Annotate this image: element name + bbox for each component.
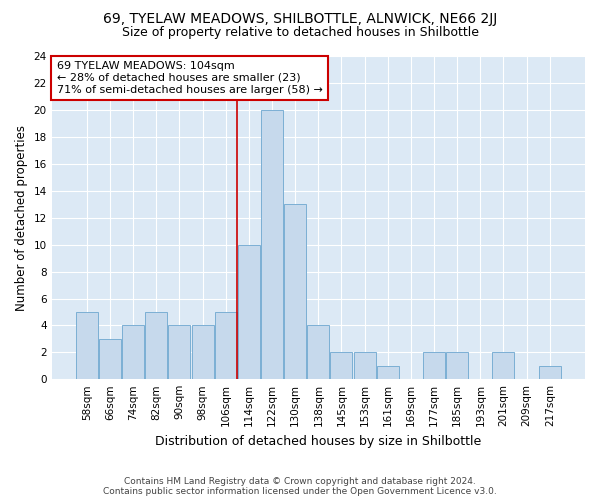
- Text: Contains public sector information licensed under the Open Government Licence v3: Contains public sector information licen…: [103, 486, 497, 496]
- Bar: [446, 352, 468, 379]
- Bar: [99, 339, 121, 379]
- Bar: [191, 326, 214, 379]
- Bar: [145, 312, 167, 379]
- Bar: [215, 312, 237, 379]
- Text: Contains HM Land Registry data © Crown copyright and database right 2024.: Contains HM Land Registry data © Crown c…: [124, 476, 476, 486]
- Bar: [169, 326, 190, 379]
- X-axis label: Distribution of detached houses by size in Shilbottle: Distribution of detached houses by size …: [155, 434, 481, 448]
- Text: 69 TYELAW MEADOWS: 104sqm
← 28% of detached houses are smaller (23)
71% of semi-: 69 TYELAW MEADOWS: 104sqm ← 28% of detac…: [57, 62, 323, 94]
- Bar: [423, 352, 445, 379]
- Bar: [331, 352, 352, 379]
- Bar: [353, 352, 376, 379]
- Bar: [307, 326, 329, 379]
- Bar: [238, 244, 260, 379]
- Bar: [493, 352, 514, 379]
- Bar: [261, 110, 283, 379]
- Y-axis label: Number of detached properties: Number of detached properties: [15, 125, 28, 311]
- Text: Size of property relative to detached houses in Shilbottle: Size of property relative to detached ho…: [121, 26, 479, 39]
- Bar: [284, 204, 306, 379]
- Bar: [377, 366, 399, 379]
- Bar: [539, 366, 561, 379]
- Text: 69, TYELAW MEADOWS, SHILBOTTLE, ALNWICK, NE66 2JJ: 69, TYELAW MEADOWS, SHILBOTTLE, ALNWICK,…: [103, 12, 497, 26]
- Bar: [76, 312, 98, 379]
- Bar: [122, 326, 144, 379]
